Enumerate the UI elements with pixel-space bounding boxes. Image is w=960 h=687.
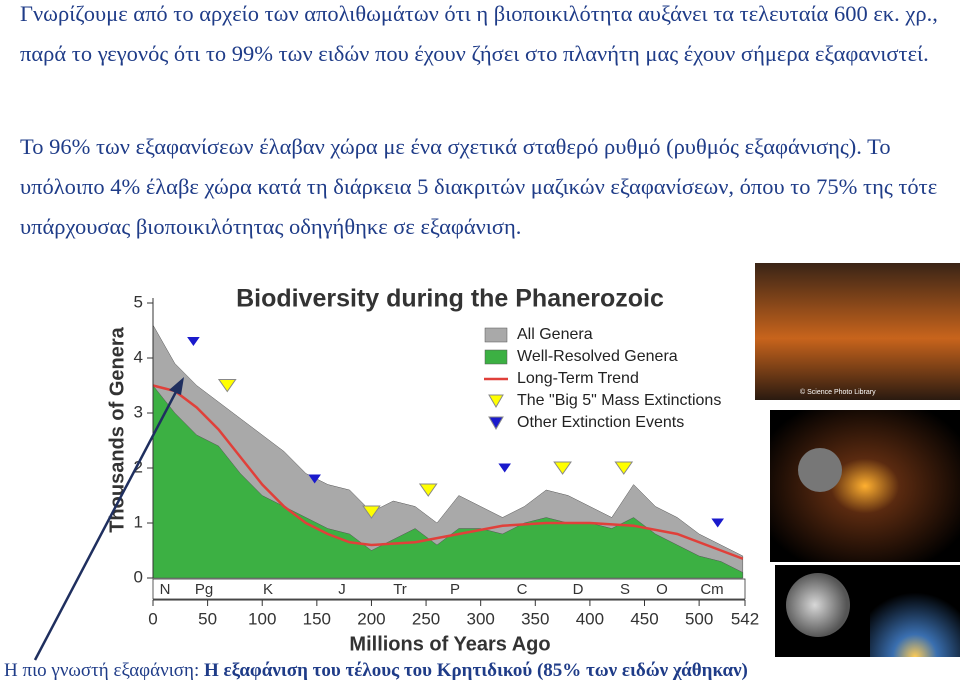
- legend-swatch: [484, 349, 508, 365]
- period-label: D: [573, 581, 584, 598]
- period-strip: [152, 578, 746, 600]
- legend-swatch: [488, 394, 504, 408]
- chart: Biodiversity during the Phanerozoic Thous…: [106, 285, 759, 656]
- x-tick-label: 300: [466, 609, 494, 628]
- extinction-marker: [553, 461, 572, 475]
- extinction-marker: [418, 483, 438, 497]
- dinosaur-image: [755, 263, 960, 400]
- asteroid: [798, 448, 842, 492]
- y-axis-label: Thousands of Genera: [106, 326, 128, 532]
- y-tick-label: 5: [134, 292, 143, 311]
- extinction-marker: [362, 505, 381, 519]
- period-label: S: [620, 581, 630, 598]
- caption-lead: Η πιο γνωστή εξαφάνιση:: [4, 660, 205, 681]
- y-tick-label: 2: [134, 457, 143, 476]
- extinction-marker: [614, 461, 634, 475]
- period-label: P: [450, 581, 460, 598]
- legend-label: Long-Term Trend: [517, 370, 639, 387]
- legend-label: Well-Resolved Genera: [517, 348, 678, 365]
- asteroid-image: [770, 410, 960, 562]
- right-images: © Science Photo Library: [755, 263, 960, 657]
- legend-label: The "Big 5" Mass Extinctions: [517, 392, 721, 409]
- x-tick-label: 250: [412, 609, 440, 628]
- paragraph: Το 96% των εξαφανίσεων έλαβαν χώρα με έν…: [20, 134, 938, 239]
- period-label: J: [338, 581, 346, 598]
- image-credit: © Science Photo Library: [800, 388, 876, 396]
- period-label: Cm: [700, 581, 723, 598]
- arrow: [33, 387, 180, 661]
- x-tick-label: 400: [576, 609, 604, 628]
- trend-line: [152, 384, 744, 560]
- legend-label: Other Extinction Events: [517, 414, 684, 431]
- x-tick-label: 500: [685, 609, 713, 628]
- caption: Η πιο γνωστή εξαφάνιση: Η εξαφάνιση του …: [4, 660, 748, 682]
- y-tick-label: 0: [134, 567, 143, 586]
- period-label: C: [517, 581, 528, 598]
- period-label: K: [263, 581, 273, 598]
- period-label: Pg: [195, 581, 213, 598]
- impact-image: [870, 565, 960, 657]
- x-axis-label: Millions of Years Ago: [349, 633, 550, 655]
- period-label: O: [656, 581, 668, 598]
- y-tick-label: 4: [134, 347, 143, 366]
- legend-label: All Genera: [517, 326, 593, 343]
- extinction-marker: [498, 463, 512, 473]
- x-tick-label: 0: [148, 609, 157, 628]
- extinction-marker: [217, 379, 237, 393]
- extinction-marker: [308, 474, 321, 484]
- chart-title: Biodiversity during the Phanerozoic: [236, 285, 664, 313]
- period-label: N: [160, 581, 171, 598]
- x-tick-label: 542: [731, 609, 759, 628]
- period-label: Tr: [393, 581, 407, 598]
- arrow-head: [169, 377, 184, 395]
- x-tick-label: 350: [521, 609, 549, 628]
- area: [152, 384, 744, 579]
- x-tick-label: 150: [303, 609, 331, 628]
- x-tick-label: 450: [630, 609, 658, 628]
- paragraph: Γνωρίζουμε από το αρχείο των απολιθωμάτω…: [20, 1, 938, 66]
- y-tick-label: 1: [134, 512, 143, 531]
- y-tick-label: 3: [134, 402, 143, 421]
- extinction-marker: [711, 518, 724, 528]
- caption-bold: Η εξαφάνιση του τέλους του Κρητιδικού (8…: [204, 660, 748, 681]
- legend-swatch: [488, 416, 504, 430]
- extinction-marker: [187, 337, 200, 346]
- x-tick-label: 100: [248, 609, 276, 628]
- moon: [786, 573, 850, 637]
- x-tick-label: 50: [198, 609, 217, 628]
- x-tick-label: 200: [357, 609, 385, 628]
- legend-swatch: [484, 327, 508, 343]
